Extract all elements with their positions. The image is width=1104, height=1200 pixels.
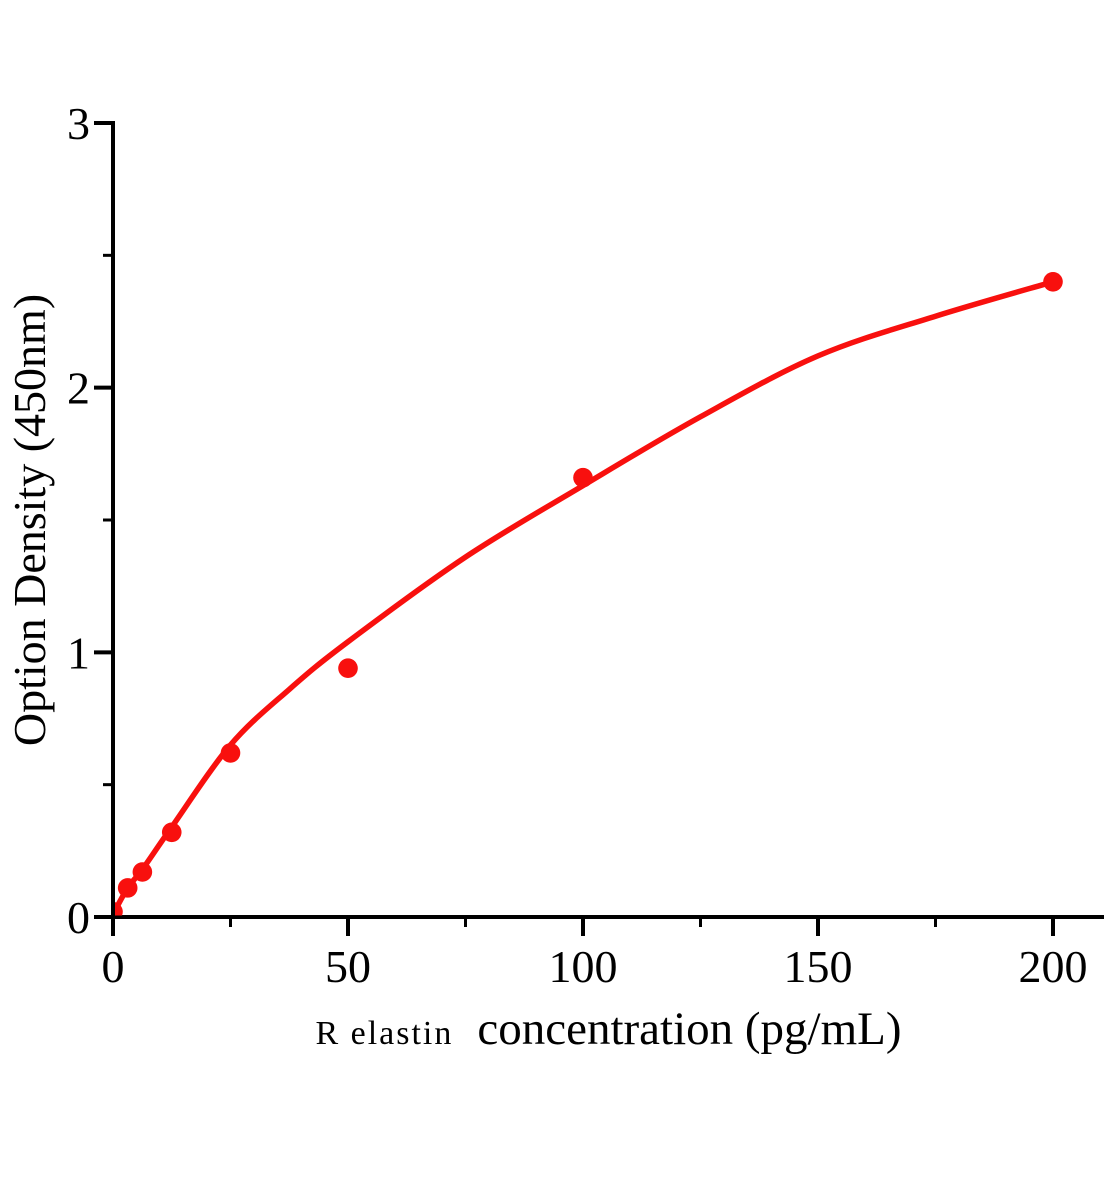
fit-curve <box>115 279 1056 916</box>
y-tick-label: 3 <box>67 98 90 149</box>
data-point <box>161 822 182 843</box>
data-point <box>117 878 138 898</box>
series-group <box>115 271 1063 916</box>
y-tick-label: 2 <box>67 363 90 414</box>
x-axis-title: R elastin concentration (pg/mL) <box>113 1002 1104 1056</box>
x-tick-label: 200 <box>1019 941 1088 992</box>
data-point <box>1043 271 1063 292</box>
x-tick-label: 150 <box>784 941 853 992</box>
y-tick-label: 1 <box>67 627 90 678</box>
data-point <box>338 658 358 679</box>
y-tick-label: 0 <box>67 892 90 943</box>
data-point <box>132 862 153 882</box>
y-axis-title: Option Density (450nm) <box>4 293 55 747</box>
x-tick-label: 0 <box>102 941 125 992</box>
x-axis-title-prefix: R elastin <box>315 1015 454 1052</box>
x-axis-title-main: concentration (pg/mL) <box>477 1003 902 1055</box>
data-point <box>573 467 593 488</box>
data-point <box>115 902 123 916</box>
data-point <box>220 743 241 763</box>
x-tick-label: 50 <box>325 941 371 992</box>
x-tick-label: 100 <box>549 941 618 992</box>
